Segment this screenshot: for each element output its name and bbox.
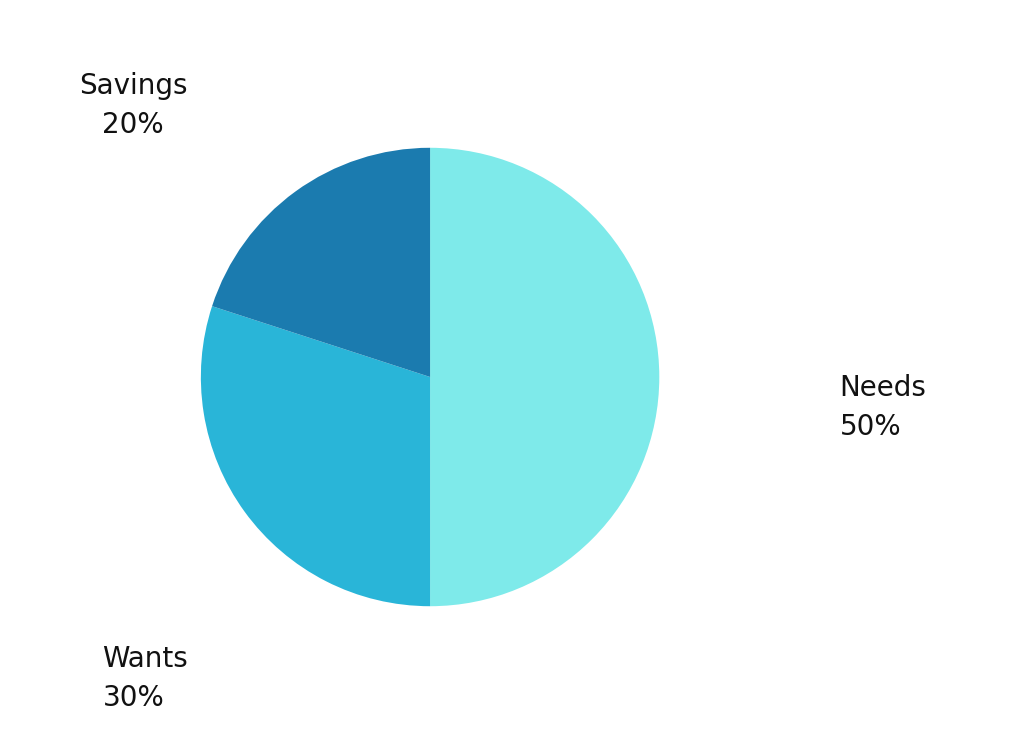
Wedge shape	[430, 148, 659, 606]
Text: Wants
30%: Wants 30%	[102, 645, 188, 712]
Wedge shape	[201, 306, 430, 606]
Text: Savings
20%: Savings 20%	[79, 72, 187, 139]
Wedge shape	[212, 148, 430, 377]
Text: Needs
50%: Needs 50%	[840, 374, 927, 440]
